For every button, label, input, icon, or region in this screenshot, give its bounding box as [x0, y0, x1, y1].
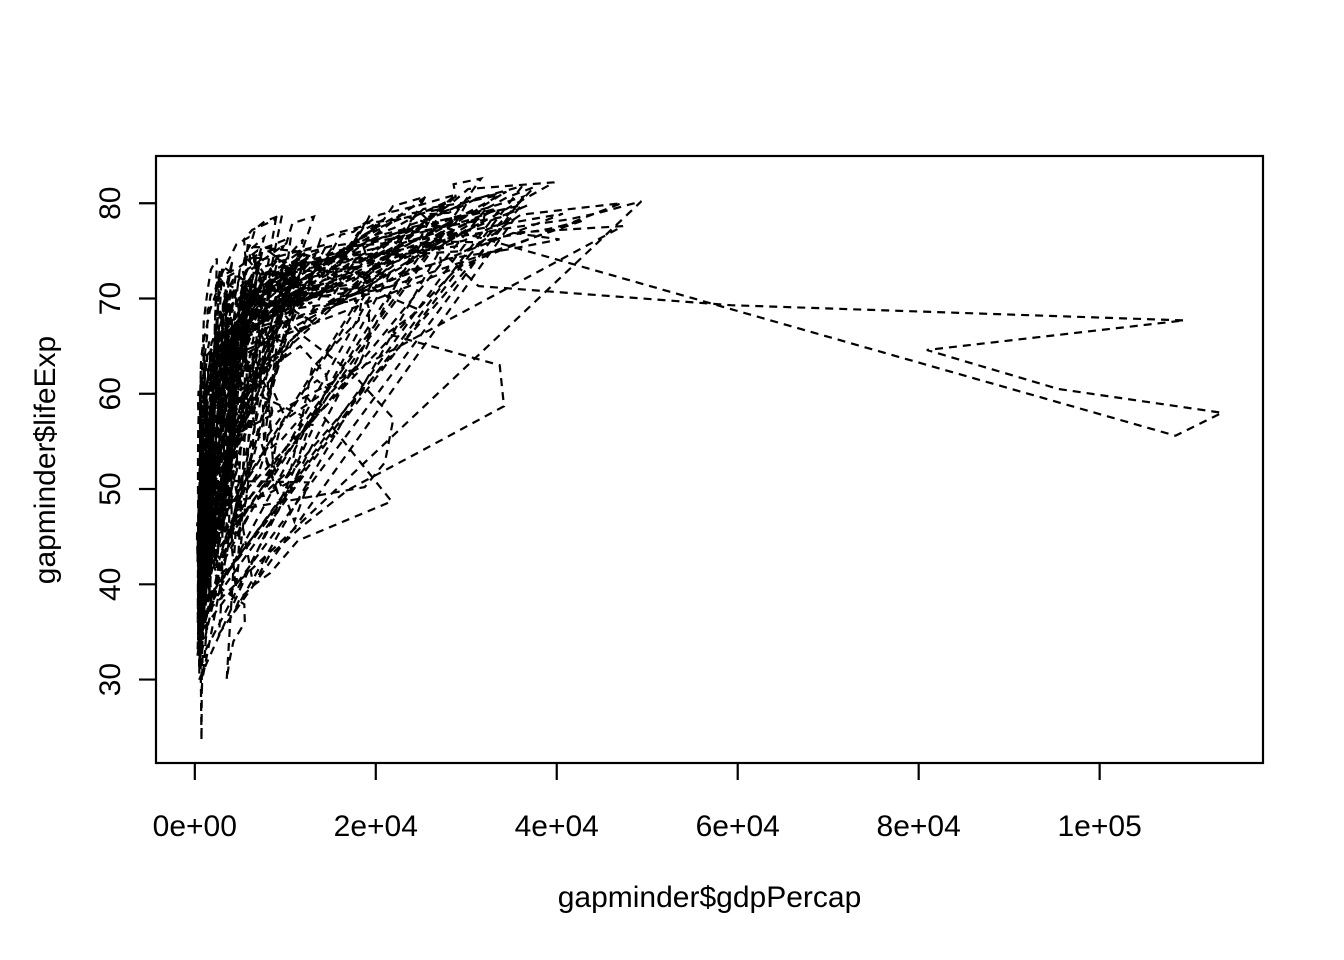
x-axis-tick-label: 2e+04 [334, 810, 418, 843]
y-axis-tick-label: 50 [94, 472, 127, 505]
x-axis-label: gapminder$gdpPercap [557, 881, 862, 914]
x-axis-tick-label: 8e+04 [877, 810, 961, 843]
y-axis-tick-label: 30 [94, 663, 127, 696]
x-axis-tick-label: 6e+04 [696, 810, 780, 843]
y-axis-tick-label: 70 [94, 282, 127, 315]
y-axis-tick-label: 40 [94, 568, 127, 601]
y-axis-tick-label: 60 [94, 377, 127, 410]
x-axis-tick-label: 4e+04 [515, 810, 599, 843]
x-axis-tick-label: 1e+05 [1058, 810, 1142, 843]
y-axis-tick-label: 80 [94, 187, 127, 220]
y-axis-label-text: gapminder$lifeExp [29, 335, 62, 585]
x-axis-tick-label: 0e+00 [153, 810, 237, 843]
plot-box [154, 154, 1265, 765]
data-line [195, 176, 1226, 741]
